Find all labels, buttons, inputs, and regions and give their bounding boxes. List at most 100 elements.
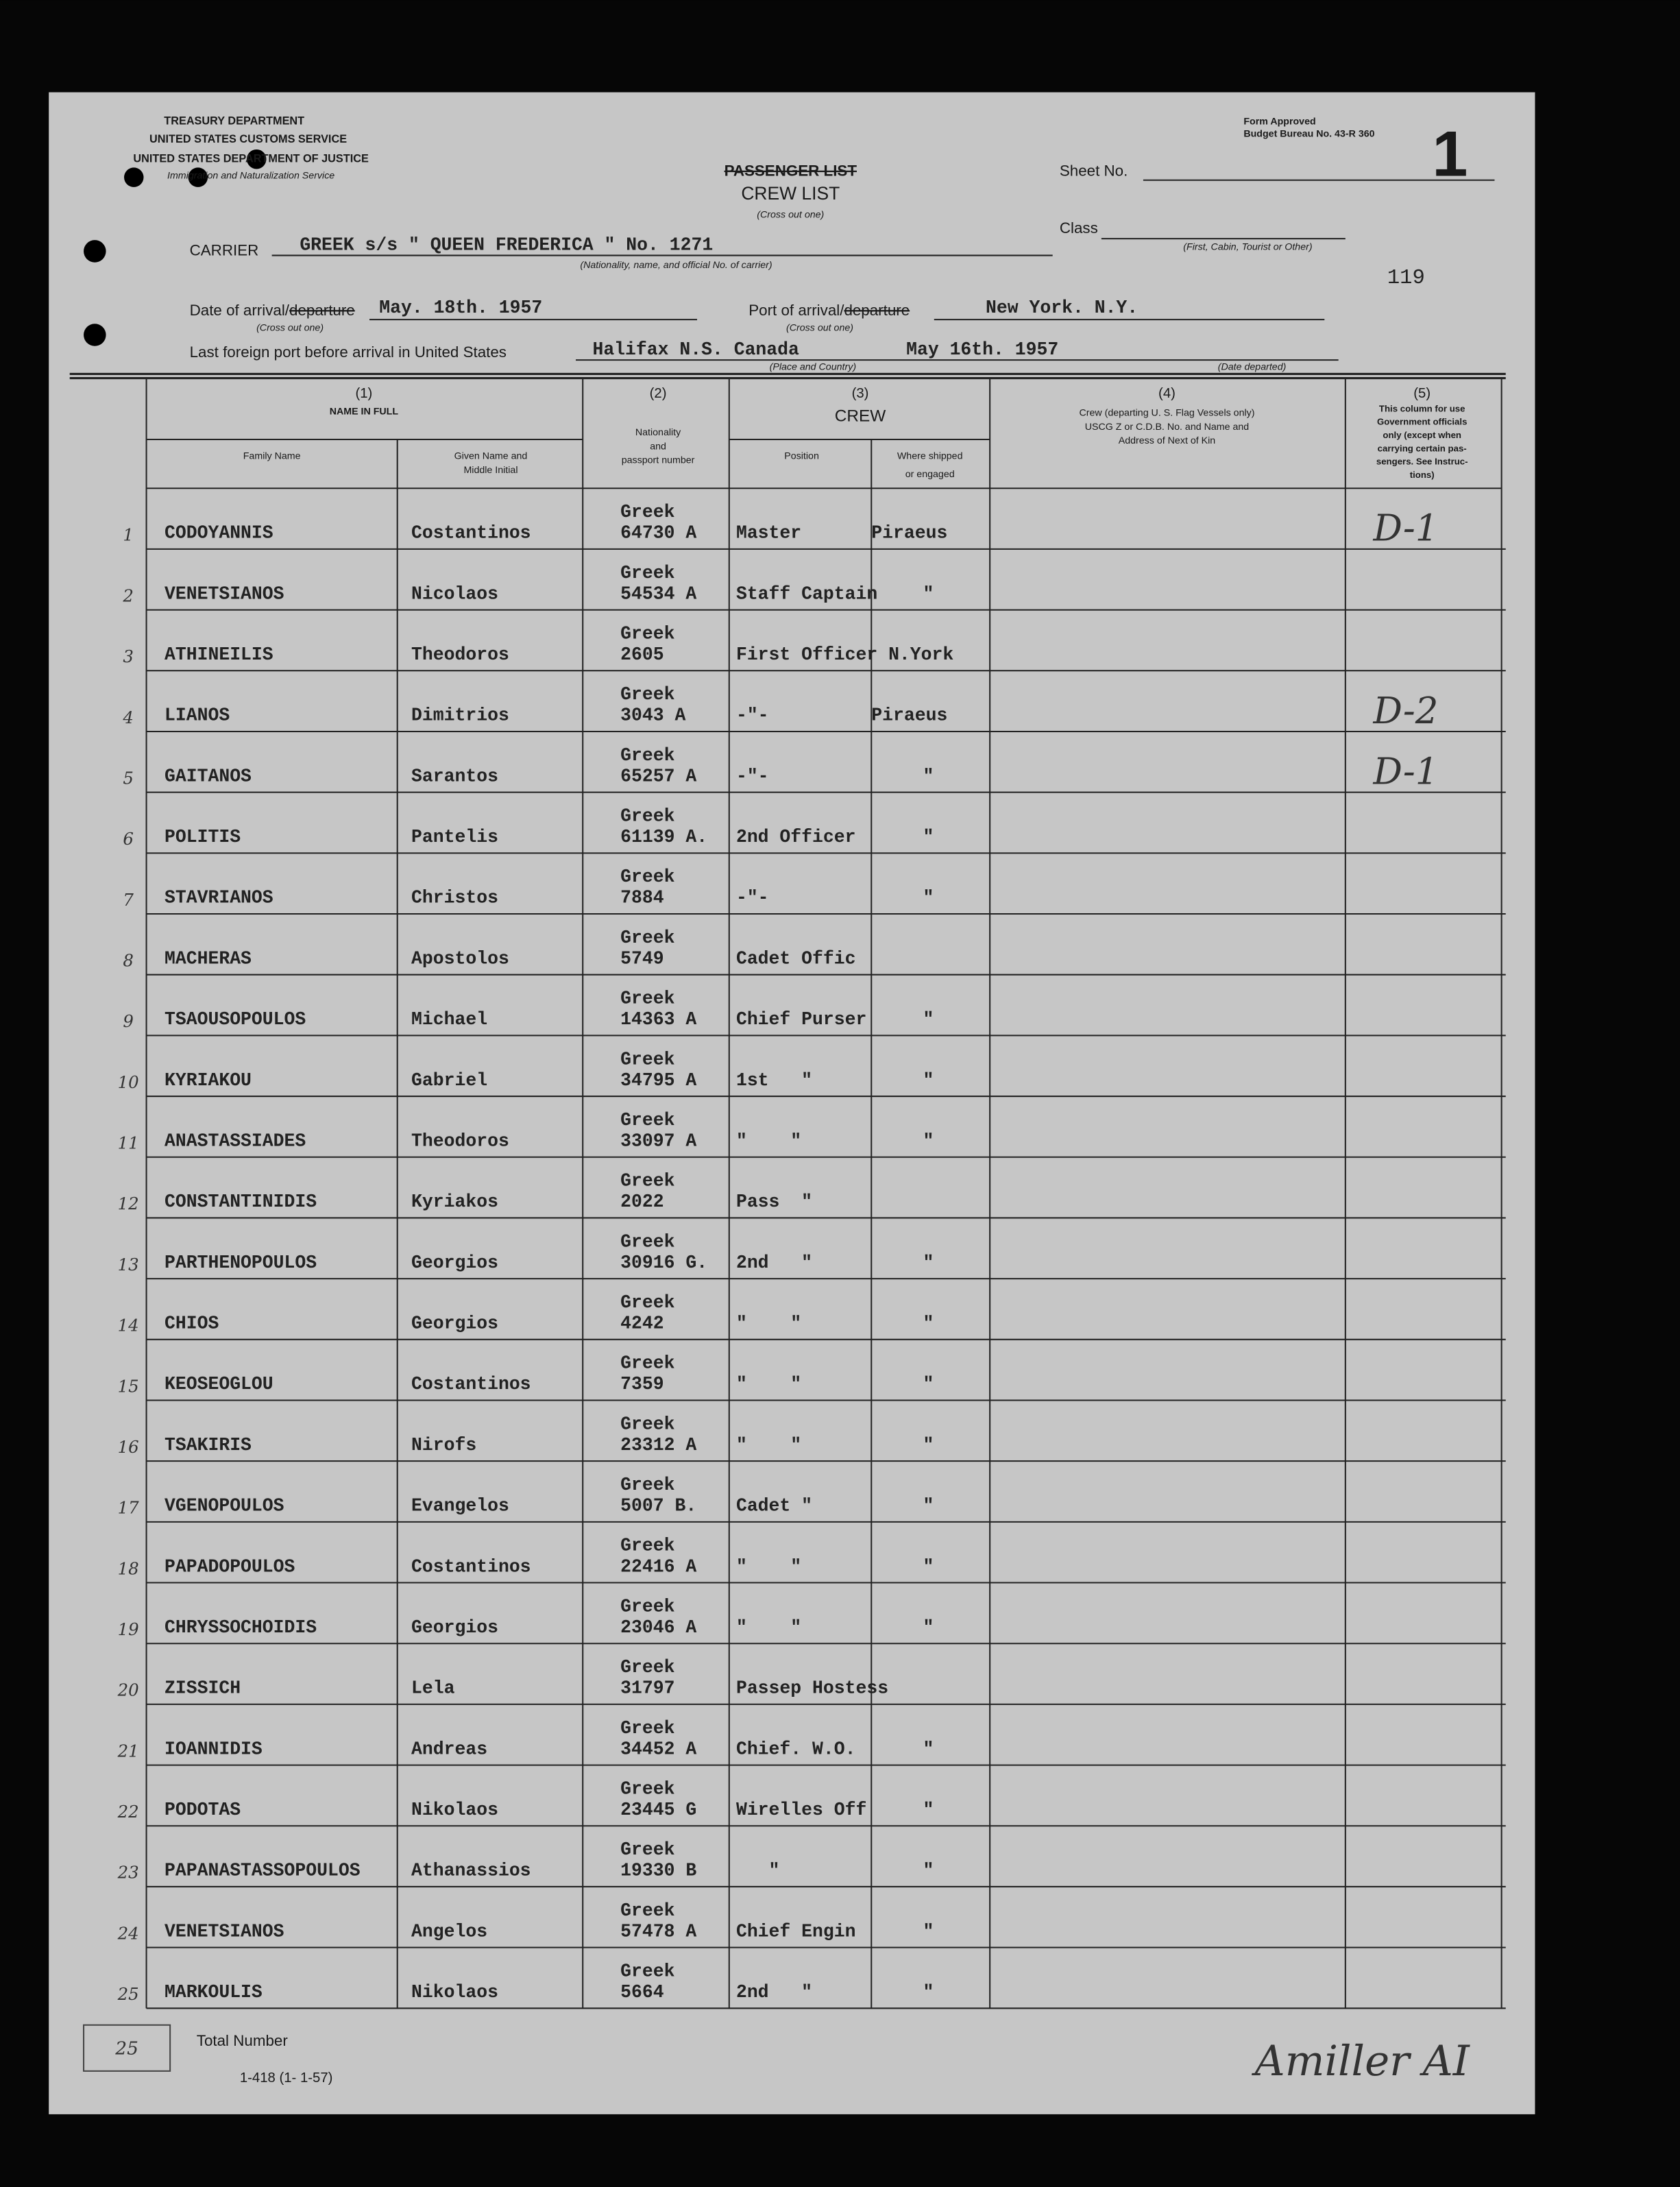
- passport-number: 22416 A: [620, 1556, 696, 1577]
- nationality: Greek: [620, 989, 674, 1009]
- position: " ": [736, 1131, 801, 1151]
- passport-number: 54534 A: [620, 583, 696, 604]
- passport-number: 4242: [620, 1314, 664, 1334]
- position: " ": [736, 1435, 801, 1455]
- family-name: IOANNIDIS: [165, 1739, 263, 1759]
- agency-line: TREASURY DEPARTMENT: [164, 114, 304, 127]
- date-note: (Cross out one): [256, 322, 324, 333]
- punch-hole: [84, 240, 106, 263]
- form-number: 1-418 (1- 1-57): [240, 2070, 333, 2086]
- position: Wirelles Off: [736, 1800, 866, 1820]
- passport-number: 19330 B: [620, 1861, 696, 1881]
- shipped: ": [923, 827, 934, 847]
- given-name: Nicolaos: [411, 583, 498, 604]
- class-label: Class: [1060, 219, 1098, 237]
- column-title: CREW: [835, 407, 886, 426]
- row-number: 25: [117, 1984, 139, 2004]
- family-name: VENETSIANOS: [165, 1921, 284, 1942]
- given-name: Apostolos: [411, 948, 509, 969]
- row-number: 15: [118, 1376, 139, 1396]
- column-title: or engaged: [905, 469, 955, 480]
- passport-number: 64730 A: [620, 523, 696, 544]
- nationality: Greek: [620, 1596, 674, 1617]
- row-number: 3: [123, 647, 134, 666]
- port-value: New York. N.Y.: [986, 298, 1138, 318]
- total-label: Total Number: [197, 2032, 289, 2049]
- row-number: 11: [118, 1133, 139, 1153]
- shipped: Piraeus: [871, 523, 947, 544]
- given-name: Kyriakos: [411, 1192, 498, 1212]
- column-number: (3): [852, 386, 869, 401]
- given-name: Athanassios: [411, 1861, 531, 1881]
- date-value: May. 18th. 1957: [379, 298, 542, 318]
- given-name: Lela: [411, 1678, 455, 1699]
- nationality: Greek: [620, 1292, 674, 1313]
- shipped: ": [923, 766, 934, 786]
- agency-line: Immigration and Naturalization Service: [167, 171, 334, 182]
- nationality: Greek: [620, 1900, 674, 1921]
- nationality: Greek: [620, 1049, 674, 1070]
- form-approved: Form Approved: [1243, 116, 1315, 127]
- nationality: Greek: [620, 684, 674, 705]
- position: First Officer N.York: [736, 644, 953, 665]
- position: Pass ": [736, 1192, 812, 1212]
- given-name: Costantinos: [411, 1556, 531, 1577]
- nationality: Greek: [620, 1475, 674, 1495]
- row-number: 7: [123, 890, 134, 910]
- title-note: (Cross out one): [757, 210, 824, 221]
- family-name: CHRYSSOCHOIDIS: [165, 1617, 317, 1638]
- last-port-value: Halifax N.S. Canada: [592, 339, 799, 360]
- shipped: ": [923, 1861, 934, 1881]
- passport-number: 23046 A: [620, 1617, 696, 1638]
- passport-number: 7884: [620, 888, 664, 908]
- last-port-note: (Place and Country): [770, 361, 856, 372]
- total-box: [83, 2024, 171, 2072]
- given-name: Theodoros: [411, 1131, 509, 1151]
- official-note: D-1: [1373, 751, 1439, 793]
- column-title-group: This column for use Government officials o…: [1376, 403, 1468, 480]
- row-number: 10: [118, 1072, 139, 1092]
- shipped: ": [923, 583, 934, 604]
- passport-number: 61139 A.: [620, 827, 707, 847]
- nationality: Greek: [620, 745, 674, 766]
- shipped: ": [923, 1982, 934, 2003]
- nationality: Greek: [620, 624, 674, 644]
- position: Master: [736, 523, 801, 544]
- position: Chief Engin: [736, 1921, 856, 1942]
- agency-line: UNITED STATES DEPARTMENT OF JUSTICE: [133, 152, 369, 165]
- passport-number: 57478 A: [620, 1921, 696, 1942]
- position: 2nd ": [736, 1253, 812, 1273]
- shipped: ": [923, 1739, 934, 1759]
- port-label: Port of arrival/departure: [748, 302, 910, 319]
- passport-number: 5664: [620, 1982, 664, 2003]
- column-title: Family Name: [243, 451, 301, 462]
- class-note: (First, Cabin, Tourist or Other): [1183, 241, 1312, 252]
- column-number: (1): [355, 386, 372, 401]
- stamp-number: 119: [1387, 267, 1425, 290]
- column-number: (5): [1413, 386, 1431, 401]
- passport-number: 7359: [620, 1374, 664, 1394]
- column-title: passport number: [622, 455, 695, 466]
- row-number: 22: [117, 1802, 139, 1822]
- row-number: 8: [123, 950, 134, 970]
- column-title: tions): [1410, 470, 1435, 480]
- column-number: (2): [650, 386, 667, 401]
- row-number: 18: [118, 1558, 139, 1578]
- row-number: 19: [118, 1619, 139, 1639]
- family-name: STAVRIANOS: [165, 888, 273, 908]
- row-number: 14: [118, 1316, 139, 1336]
- shipped: ": [923, 1617, 934, 1638]
- row-number: 16: [118, 1437, 139, 1457]
- given-name: Michael: [411, 1009, 487, 1030]
- row-number: 21: [117, 1741, 139, 1761]
- position: 1st ": [736, 1070, 812, 1091]
- table-rows: 1 CODOYANNIS Costantinos Greek 64730 A Master…: [117, 502, 1439, 2004]
- passport-number: 34795 A: [620, 1070, 696, 1091]
- carrier-note: (Nationality, name, and official No. of …: [580, 260, 772, 271]
- position: Passep Hostess: [736, 1678, 888, 1699]
- carrier-value: GREEK s/s " QUEEN FREDERICA " No. 1271: [300, 234, 713, 255]
- passport-number: 34452 A: [620, 1739, 696, 1759]
- nationality: Greek: [620, 1778, 674, 1799]
